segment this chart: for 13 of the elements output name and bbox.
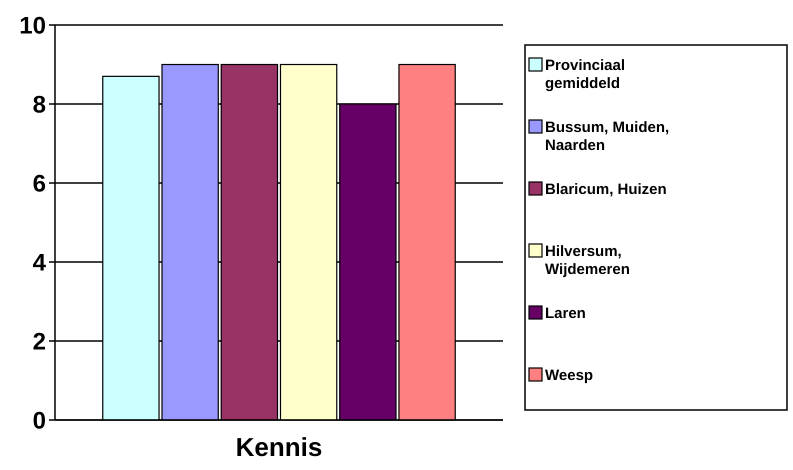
legend-label: Weesp xyxy=(545,367,594,384)
y-tick-label: 8 xyxy=(32,91,46,118)
x-axis-title: Kennis xyxy=(236,432,322,462)
y-tick-label: 10 xyxy=(19,12,46,40)
y-tick-label: 6 xyxy=(32,170,46,198)
legend-label: Hilversum, Wijdemeren xyxy=(545,243,630,278)
y-tick-label: 2 xyxy=(32,328,46,356)
legend-label: Provinciaal gemiddeld xyxy=(545,57,626,92)
legend-label: Laren xyxy=(545,305,586,322)
legend-label: Blaricum, Huizen xyxy=(545,181,667,198)
y-tick-label: 0 xyxy=(32,407,46,434)
legend-label: Bussum, Muiden, Naarden xyxy=(545,119,670,154)
y-tick-label: 4 xyxy=(32,249,47,276)
